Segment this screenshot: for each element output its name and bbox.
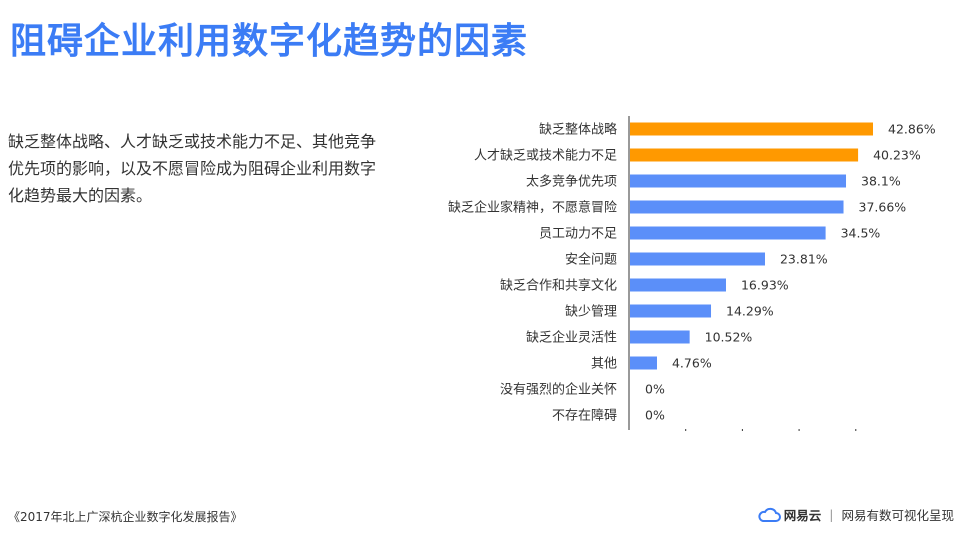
category-label: 安全问题 <box>565 252 617 268</box>
brand-tagline: 网易有数可视化呈现 <box>841 508 954 523</box>
bar <box>630 330 690 344</box>
value-label: 14.29% <box>726 304 774 319</box>
brand-separator: | <box>829 507 834 522</box>
category-label: 人才缺乏或技术能力不足 <box>474 149 617 164</box>
bar <box>630 304 712 318</box>
brand-name: 网易云 <box>783 508 822 523</box>
value-label: 0% <box>645 408 665 423</box>
bar <box>630 252 765 266</box>
category-label: 缺乏企业灵活性 <box>526 330 617 346</box>
value-label: 4.76% <box>672 356 712 371</box>
bar <box>630 278 726 292</box>
cloud-icon <box>758 507 781 522</box>
category-label: 缺乏整体战略 <box>539 122 617 138</box>
value-label: 42.86% <box>888 122 936 137</box>
bar <box>630 122 873 136</box>
value-label: 38.1% <box>861 174 901 189</box>
footer-brand: 网易云 | 网易有数可视化呈现 <box>757 505 954 524</box>
value-label: 16.93% <box>741 278 789 293</box>
category-label: 不存在障碍 <box>552 409 617 424</box>
category-label: 员工动力不足 <box>539 227 617 242</box>
summary-text: 缺乏整体战略、人才缺乏或技术能力不足、其他竞争优先项的影响，以及不愿冒险成为阻碍… <box>8 132 377 205</box>
category-label: 太多竞争优先项 <box>526 174 617 190</box>
bar <box>630 200 844 214</box>
category-label: 缺乏企业家精神，不愿意冒险 <box>448 200 617 216</box>
bar <box>630 174 847 188</box>
value-label: 23.81% <box>780 252 828 267</box>
value-label: 40.23% <box>873 148 921 163</box>
bar <box>630 356 657 370</box>
value-label: 0% <box>645 382 665 397</box>
value-label: 37.66% <box>859 200 907 215</box>
category-label: 没有强烈的企业关怀 <box>500 382 617 398</box>
bar <box>630 148 859 162</box>
value-label: 34.5% <box>841 226 881 241</box>
value-label: 10.52% <box>705 330 753 345</box>
page-title: 阻碍企业利用数字化趋势的因素 <box>10 21 529 62</box>
category-label: 缺少管理 <box>565 305 617 320</box>
category-label: 缺乏合作和共享文化 <box>500 278 617 294</box>
bar <box>630 226 826 240</box>
category-label: 其他 <box>591 357 617 372</box>
source-citation: 《2017年北上广深杭企业数字化发展报告》 <box>8 510 243 524</box>
